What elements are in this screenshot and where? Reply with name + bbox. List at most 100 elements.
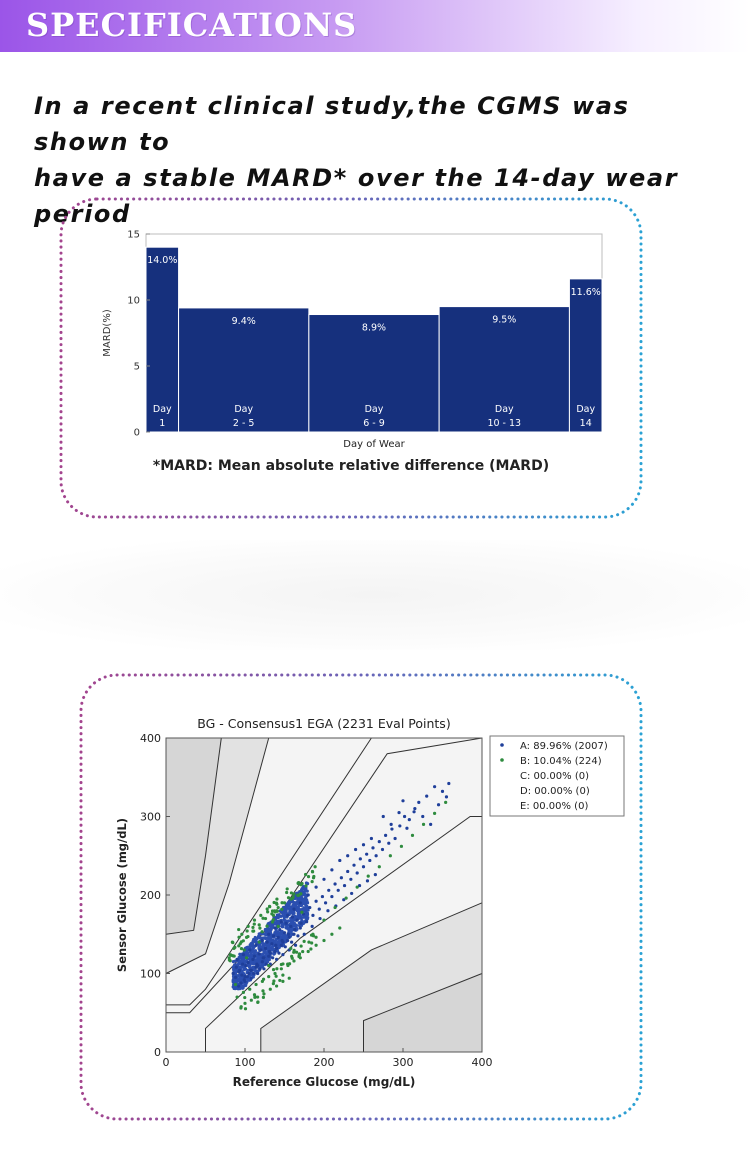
zone-a-point	[447, 781, 451, 786]
y-tick-label: 0	[134, 428, 140, 439]
zone-a-point	[377, 840, 381, 844]
zone-a-point	[286, 919, 291, 923]
zone-a-point	[293, 924, 298, 928]
zone-a-point	[281, 940, 285, 944]
zone-a-point	[327, 888, 331, 892]
zone-a-point	[295, 902, 299, 906]
zone-b-point	[280, 907, 284, 911]
zone-a-point	[346, 869, 350, 874]
zone-b-point	[240, 932, 244, 936]
banner-title: SPECIFICATIONS	[26, 6, 358, 44]
scatter-title: BG - Consensus1 EGA (2231 Eval Points)	[197, 716, 450, 731]
legend-entry: A: 89.96% (2007)	[520, 741, 608, 752]
zone-a-point	[260, 941, 264, 945]
zone-a-point	[349, 877, 353, 881]
zone-a-point	[405, 826, 409, 830]
bar-range-label: 1	[159, 418, 165, 429]
zone-a-point	[342, 898, 346, 902]
zone-b-point	[268, 905, 272, 909]
zone-a-point	[297, 896, 301, 900]
zone-a-point	[253, 968, 257, 972]
zone-a-point	[290, 940, 294, 944]
zone-b-point	[282, 901, 287, 905]
zone-a-point	[279, 930, 283, 934]
bar-day-label: Day	[234, 404, 253, 415]
zone-a-point	[429, 822, 433, 826]
zone-b-point	[355, 885, 359, 889]
zone-a-point	[281, 913, 285, 918]
headline: In a recent clinical study,the CGMS was …	[34, 88, 734, 232]
bar-2	[178, 307, 310, 433]
zone-b-point	[268, 987, 272, 991]
zone-a-point	[311, 913, 315, 918]
zone-b-point	[267, 964, 271, 968]
y-tick-label: 300	[140, 811, 161, 824]
zone-a-point	[256, 971, 260, 976]
zone-a-point	[234, 965, 238, 969]
zone-a-point	[402, 814, 407, 819]
zone-a-point	[237, 984, 241, 988]
zone-b-point	[252, 993, 257, 997]
zone-a-point	[373, 872, 377, 877]
zone-b-point	[290, 954, 294, 958]
zone-a-point	[263, 927, 267, 932]
zone-a-point	[297, 908, 301, 912]
zone-a-point	[342, 883, 347, 888]
zone-a-point	[243, 979, 247, 983]
zone-b-point	[265, 907, 269, 911]
zone-a-point	[338, 858, 342, 863]
zone-a-point	[271, 956, 275, 960]
bar-range-label: 6 - 9	[363, 418, 385, 429]
zone-a-point	[318, 916, 322, 921]
zone-a-point	[273, 939, 277, 943]
zone-a-point	[330, 868, 334, 872]
zone-b-point	[270, 909, 275, 913]
zone-b-point	[421, 822, 426, 826]
zone-b-point	[270, 912, 274, 916]
zone-a-point	[361, 865, 366, 869]
zone-a-point	[284, 921, 288, 925]
zone-e-upper	[166, 738, 222, 935]
zone-a-point	[244, 982, 248, 986]
zone-b-point	[292, 959, 296, 963]
x-tick-label: 200	[314, 1056, 335, 1069]
zone-b-point	[237, 935, 241, 939]
zone-a-point	[241, 962, 245, 966]
zone-a-point	[352, 863, 356, 867]
zone-a-point	[276, 935, 280, 939]
zone-a-point	[433, 785, 437, 789]
zone-a-point	[286, 932, 291, 936]
zone-a-point	[292, 907, 296, 911]
zone-a-point	[303, 893, 307, 897]
zone-b-point	[257, 923, 261, 927]
zone-b-point	[306, 949, 310, 954]
zone-b-point	[244, 956, 249, 960]
legend-marker	[500, 743, 504, 747]
zone-a-point	[267, 954, 271, 958]
zone-a-point	[276, 940, 280, 944]
zone-b-point	[270, 920, 275, 924]
zone-a-point	[263, 946, 268, 950]
zone-a-point	[285, 924, 289, 928]
zone-a-point	[265, 940, 269, 944]
y-tick-label: 15	[127, 230, 140, 241]
zone-a-point	[248, 948, 252, 952]
zone-b-point	[297, 893, 301, 897]
bar-3	[308, 314, 440, 433]
zone-b-point	[296, 881, 300, 886]
legend-entry: D: 00.00% (0)	[520, 786, 590, 797]
zone-a-point	[261, 944, 265, 948]
zone-a-point	[436, 803, 441, 807]
bar-5	[568, 278, 603, 433]
mard-footnote: *MARD: Mean absolute relative difference…	[152, 458, 550, 474]
bar-range-label: 10 - 13	[487, 418, 521, 429]
zone-b-point	[275, 902, 279, 906]
zone-a-point	[401, 799, 405, 803]
zone-a-point	[249, 953, 253, 957]
zone-b-point	[232, 946, 236, 950]
zone-b-point	[294, 950, 299, 954]
zone-a-point	[285, 936, 289, 940]
zone-a-point	[269, 927, 273, 931]
zone-b-point	[261, 916, 265, 920]
zone-b-point	[232, 954, 236, 958]
